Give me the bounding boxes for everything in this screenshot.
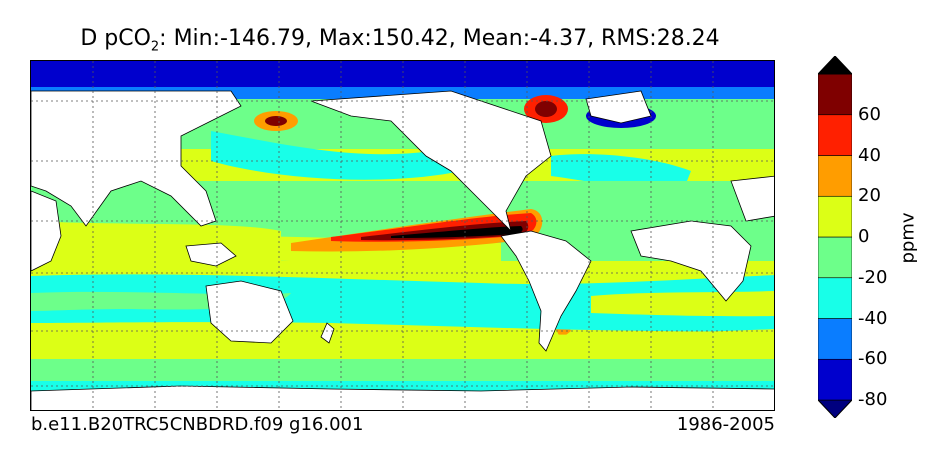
- equatorial-black-core: [391, 226, 523, 238]
- southern-green-band: [31, 359, 774, 381]
- bering-dark-red: [265, 116, 287, 126]
- map-svg: [31, 61, 774, 410]
- date-range-label: 1986-2005: [676, 414, 775, 435]
- colorbar-units-label: ppmv: [897, 212, 919, 264]
- greenland: [585, 90, 652, 124]
- colorbar-swatch: [818, 318, 852, 360]
- colorbar-swatch: [818, 236, 852, 279]
- maritime-continent: [185, 242, 237, 267]
- colorbar-tick-label: -40: [858, 307, 888, 329]
- colorbar-tick-label: 60: [858, 103, 881, 125]
- case-name-label: b.e11.B20TRC5CNBDRD.f09 g16.001: [31, 414, 364, 435]
- africa-west: [630, 220, 752, 302]
- north-pacific-cyan: [211, 131, 465, 180]
- colorbar-swatch: [818, 155, 852, 197]
- map-panel: [30, 60, 775, 411]
- colorbar: [818, 56, 852, 418]
- colorbar-tick-label: -20: [858, 266, 888, 288]
- labrador-dark-red: [535, 101, 557, 117]
- colorbar-tick-label: -60: [858, 348, 888, 370]
- new-zealand: [320, 322, 335, 344]
- colorbar-swatch: [818, 358, 852, 401]
- south-atlantic-yellow: [591, 291, 774, 317]
- europe-sliver: [730, 175, 774, 222]
- australia: [205, 280, 294, 344]
- colorbar-upper-arrow: [818, 56, 852, 75]
- colorbar-swatch: [818, 114, 852, 156]
- grid-lines: [31, 61, 774, 410]
- colorbar-tick-label: 40: [858, 144, 881, 166]
- north-america: [310, 90, 552, 233]
- eurasia: [31, 90, 242, 227]
- arctic-band: [31, 61, 774, 87]
- colorbar-tick-label: -80: [858, 389, 888, 410]
- chart-title: D pCO2: Min:-146.79, Max:150.42, Mean:-4…: [0, 26, 800, 54]
- colorbar-tick-label: 0: [858, 226, 870, 247]
- title-suffix: : Min:-146.79, Max:150.42, Mean:-4.37, R…: [159, 26, 720, 51]
- colorbar-swatch: [818, 73, 852, 116]
- colorbar-lower-arrow: [818, 399, 852, 418]
- title-prefix: D pCO: [80, 26, 151, 51]
- colorbar-swatch: [818, 195, 852, 238]
- africa-east-coast: [31, 190, 62, 272]
- colorbar-tick-label: 20: [858, 185, 881, 207]
- title-subscript: 2: [150, 39, 160, 55]
- colorbar-swatch: [818, 277, 852, 319]
- land-masses: [31, 90, 774, 410]
